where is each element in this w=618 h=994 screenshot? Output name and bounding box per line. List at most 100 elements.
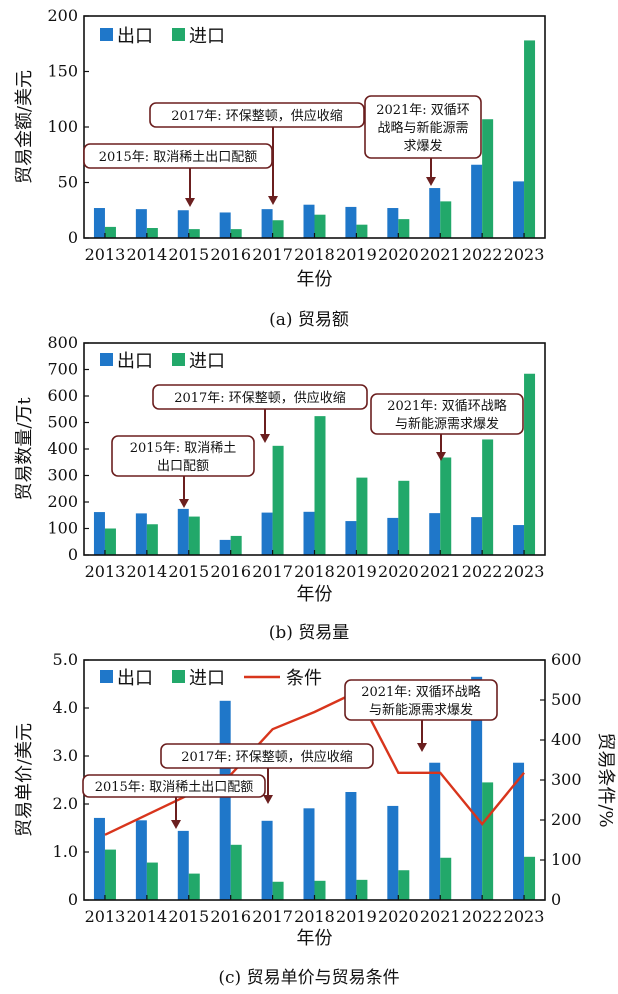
x-tick-label: 2023 bbox=[504, 907, 545, 926]
bar-export-2018 bbox=[303, 511, 315, 555]
legend-swatch-export bbox=[100, 670, 113, 683]
y-tick-label: 0 bbox=[68, 890, 78, 909]
annotation-box bbox=[82, 774, 266, 798]
x-tick-label: 2015 bbox=[168, 562, 209, 581]
x-tick-label: 2016 bbox=[210, 907, 251, 926]
annotation-text: 2015年: 取消稀土出口配额 bbox=[95, 780, 254, 795]
y-axis-title: 贸易金额/美元 bbox=[14, 70, 35, 184]
x-tick-label: 2021 bbox=[420, 245, 461, 264]
bar-import-2018 bbox=[314, 880, 326, 900]
bar-import-2015 bbox=[188, 873, 200, 900]
bar-import-2017 bbox=[272, 445, 284, 555]
x-tick-label: 2020 bbox=[378, 907, 419, 926]
x-tick-label: 2019 bbox=[336, 245, 377, 264]
annotation-text: 战略与新能源需 bbox=[377, 120, 468, 136]
x-tick-label: 2020 bbox=[378, 245, 419, 264]
bar-import-2013 bbox=[104, 528, 116, 555]
bar-export-2013 bbox=[93, 817, 105, 900]
bar-export-2017 bbox=[261, 512, 273, 555]
bar-export-2013 bbox=[93, 512, 105, 555]
bar-import-2015 bbox=[188, 229, 200, 238]
annotation-box bbox=[364, 95, 482, 159]
y-tick-label: 0 bbox=[68, 228, 78, 247]
x-tick-label: 2022 bbox=[462, 907, 503, 926]
legend-swatch-import bbox=[172, 28, 185, 41]
bar-import-2020 bbox=[398, 219, 410, 238]
y-right-tick-label: 0 bbox=[551, 890, 561, 909]
x-tick-label: 2019 bbox=[336, 562, 377, 581]
bar-import-2013 bbox=[104, 849, 116, 900]
bar-export-2015 bbox=[177, 210, 189, 238]
annotation-text: 2017年: 环保整顿，供应收缩 bbox=[174, 390, 346, 406]
y-right-tick-label: 600 bbox=[551, 650, 582, 669]
bar-import-2021 bbox=[440, 857, 452, 900]
annotation-text: 2015年: 取消稀土 bbox=[130, 441, 237, 456]
y-tick-label: 500 bbox=[47, 413, 78, 432]
y-right-tick-label: 500 bbox=[551, 690, 582, 709]
annotation-arrow-head bbox=[426, 177, 436, 186]
bar-import-2022 bbox=[482, 782, 494, 900]
bar-export-2018 bbox=[303, 808, 315, 900]
annotation-text: 2021年: 双循环战略 bbox=[361, 684, 481, 700]
bar-import-2014 bbox=[146, 524, 158, 555]
y-right-tick-label: 300 bbox=[551, 770, 582, 789]
bar-export-2015 bbox=[177, 830, 189, 900]
annotation-arrow-head bbox=[171, 820, 181, 829]
x-tick-label: 2013 bbox=[85, 245, 126, 264]
annotation-box bbox=[160, 743, 374, 769]
y-tick-label: 100 bbox=[47, 519, 78, 538]
y-tick-label: 400 bbox=[47, 439, 78, 458]
annotation-box bbox=[370, 393, 524, 435]
x-tick-label: 2014 bbox=[127, 245, 168, 264]
bar-import-2013 bbox=[104, 226, 116, 238]
x-tick-label: 2023 bbox=[504, 245, 545, 264]
bar-import-2016 bbox=[230, 535, 242, 555]
bar-import-2021 bbox=[440, 201, 452, 238]
bar-import-2014 bbox=[146, 228, 158, 238]
x-tick-label: 2023 bbox=[504, 562, 545, 581]
legend-label-export: 出口 bbox=[117, 351, 153, 372]
bar-import-2017 bbox=[272, 881, 284, 900]
x-axis-title: 年份 bbox=[297, 584, 333, 605]
bar-import-2016 bbox=[230, 229, 242, 238]
y-tick-label: 5.0 bbox=[53, 650, 78, 669]
x-tick-label: 2017 bbox=[252, 907, 293, 926]
bar-import-2016 bbox=[230, 844, 242, 900]
x-tick-label: 2019 bbox=[336, 907, 377, 926]
bar-import-2021 bbox=[440, 457, 452, 555]
bar-export-2014 bbox=[135, 513, 147, 555]
bar-export-2022 bbox=[471, 164, 483, 238]
chart-panel-3 bbox=[82, 659, 546, 901]
x-tick-label: 2013 bbox=[85, 562, 126, 581]
x-tick-label: 2017 bbox=[252, 245, 293, 264]
bar-export-2023 bbox=[513, 762, 525, 900]
annotation-text: 2017年: 环保整顿，供应收缩 bbox=[171, 108, 343, 124]
panel-caption: (b) 贸易量 bbox=[269, 623, 350, 643]
x-tick-label: 2016 bbox=[210, 245, 251, 264]
bar-export-2022 bbox=[471, 517, 483, 555]
annotation-text: 与新能源需求爆发 bbox=[395, 416, 499, 432]
bar-export-2017 bbox=[261, 209, 273, 238]
bar-export-2020 bbox=[387, 517, 399, 555]
bar-export-2021 bbox=[429, 188, 441, 238]
y-tick-label: 700 bbox=[47, 360, 78, 379]
legend-label-import: 进口 bbox=[189, 668, 225, 689]
y-tick-label: 2.0 bbox=[53, 794, 78, 813]
legend-label-terms: 条件 bbox=[286, 668, 322, 689]
x-tick-label: 2022 bbox=[462, 245, 503, 264]
x-tick-label: 2016 bbox=[210, 562, 251, 581]
bar-export-2016 bbox=[219, 700, 231, 900]
y-right-tick-label: 200 bbox=[551, 810, 582, 829]
panel-caption: (c) 贸易单价与贸易条件 bbox=[218, 968, 399, 988]
legend-swatch-import bbox=[172, 670, 185, 683]
x-tick-label: 2013 bbox=[85, 907, 126, 926]
annotation-arrow-head bbox=[260, 434, 270, 443]
bar-export-2014 bbox=[135, 820, 147, 900]
x-axis-title: 年份 bbox=[297, 269, 333, 290]
annotation-text: 2021年: 双循环战略 bbox=[387, 398, 507, 414]
bar-export-2023 bbox=[513, 525, 525, 555]
y-right-tick-label: 100 bbox=[551, 850, 582, 869]
chart-panel-2 bbox=[83, 342, 546, 556]
x-tick-label: 2014 bbox=[127, 907, 168, 926]
